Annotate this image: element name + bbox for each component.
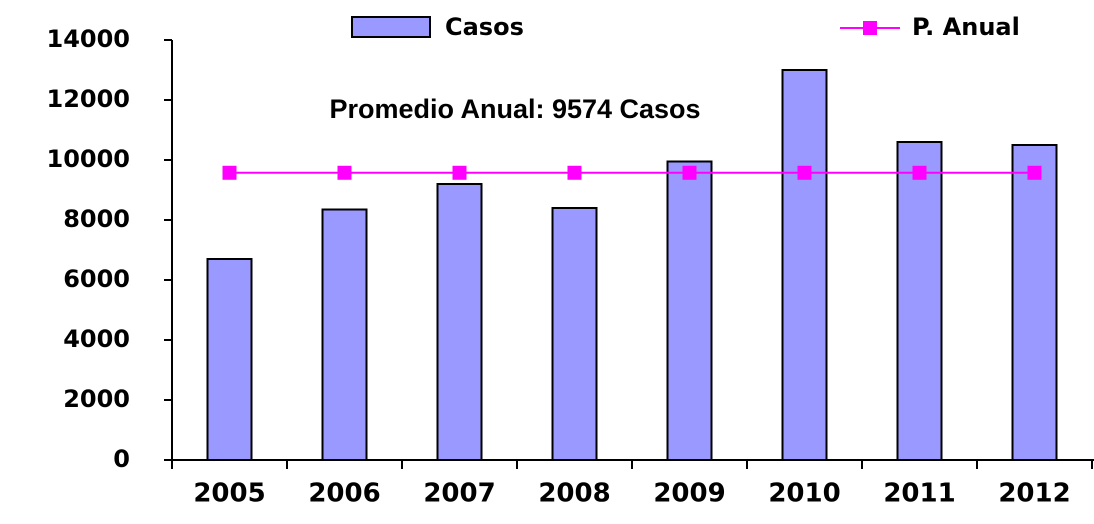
x-tick-label: 2012 [998,479,1070,509]
y-tick-label: 10000 [47,145,131,173]
bar [436,183,483,461]
legend-label: Casos [445,13,524,41]
y-tick-label: 14000 [47,25,131,53]
x-tick-label: 2006 [308,479,380,509]
y-tick-label: 2000 [63,385,130,413]
bar [551,207,598,461]
line-marker [222,165,237,180]
legend-swatch [351,16,431,38]
y-tick-label: 6000 [63,265,130,293]
bar [666,160,713,461]
legend-label: P. Anual [912,13,1020,41]
x-tick-label: 2008 [538,479,610,509]
y-tick-label: 12000 [47,85,131,113]
y-tick-label: 8000 [63,205,130,233]
bar [896,141,943,461]
bar [206,258,253,461]
x-tick-label: 2005 [193,479,265,509]
bar [1011,144,1058,461]
bar [781,69,828,461]
y-tick-label: 0 [113,445,130,473]
x-tick-label: 2011 [883,479,955,509]
y-tick-label: 4000 [63,325,130,353]
x-tick-label: 2010 [768,479,840,509]
legend-swatch-marker [863,21,877,35]
line-marker [682,165,697,180]
annotation: Promedio Anual: 9574 Casos [329,94,700,124]
line-marker [1027,165,1042,180]
line-marker [797,165,812,180]
x-tick-label: 2007 [423,479,495,509]
x-tick-label: 2009 [653,479,725,509]
line-marker [912,165,927,180]
line-marker [452,165,467,180]
line-marker [337,165,352,180]
bar [321,208,368,461]
line-marker [567,165,582,180]
